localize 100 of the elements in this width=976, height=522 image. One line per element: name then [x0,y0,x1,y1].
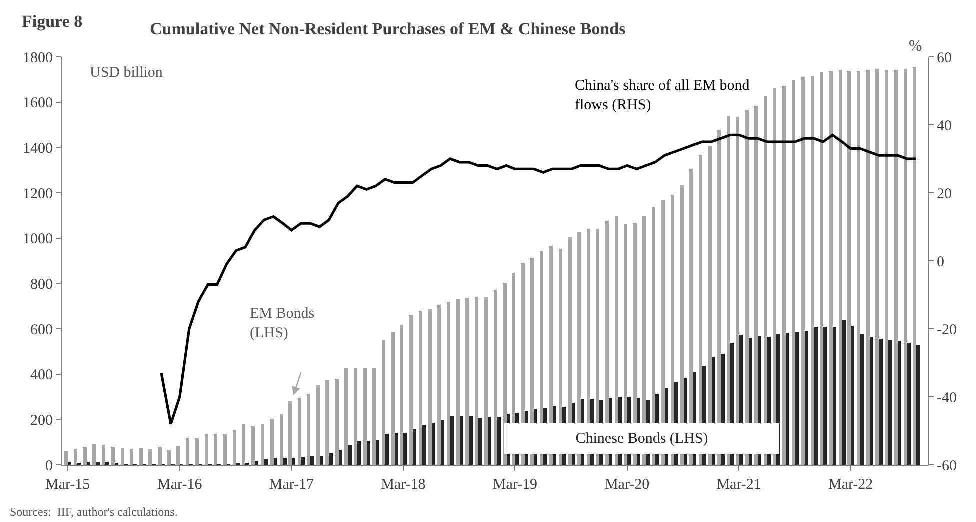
bar [270,419,274,465]
y-tick-label: 1000 [23,232,53,248]
bar [357,441,361,465]
bar [298,398,301,465]
x-tick-label: Mar-22 [828,477,874,493]
bar [422,425,426,465]
bar [484,297,488,465]
bar [782,86,786,465]
y-tick-label: 0 [46,458,53,474]
bar [792,80,795,465]
bar [316,385,320,465]
bar [860,334,864,465]
bar [264,459,268,465]
bar [354,368,357,465]
bar [391,332,395,465]
bar [857,71,860,465]
y2-tick-label: -40 [937,390,957,406]
bar [74,449,77,465]
bar [494,290,497,465]
bar [913,67,916,465]
x-tick-label: Mar-21 [716,477,762,493]
x-tick-label: Mar-15 [45,477,90,493]
bar [820,72,823,465]
bar [497,417,501,465]
bar [811,76,814,465]
bar [833,327,836,465]
bar [376,440,379,465]
y2-tick-label: 20 [937,186,952,202]
bar [441,420,444,465]
chart-title: Cumulative Net Non-Resident Purchases of EM & Chinese Bonds [150,20,626,39]
y-tick-label: 200 [30,412,53,429]
y-tick-label: 800 [30,276,53,293]
y2-axis-title: % [909,38,922,55]
y2-tick-label: -20 [937,322,957,338]
bar [400,325,403,465]
y2-tick-label: -60 [937,458,957,474]
bar [261,424,264,465]
bar [428,309,432,465]
bar [403,433,407,465]
bar [195,438,199,465]
bar [329,453,333,465]
bar [385,434,389,465]
bar [460,416,463,465]
bar [432,423,435,465]
x-tick-label: Mar-18 [381,477,426,493]
bar [904,69,907,465]
bar [450,416,454,465]
bar [233,430,236,465]
bar [111,447,115,465]
bar [186,438,189,465]
bar [214,434,217,465]
bar [469,416,473,465]
bar [96,462,100,465]
caption: Figure 8 [22,12,83,31]
bar [842,320,846,465]
bar [847,71,851,465]
bar [465,298,469,465]
bar [409,315,413,465]
bar [292,458,295,465]
bar [205,434,208,465]
bar [717,130,721,465]
bar [870,337,873,465]
bar [223,434,227,465]
bar [251,426,255,465]
bar [255,461,258,465]
bar [139,448,143,465]
line-series [160,134,918,426]
bar [372,368,376,465]
y-axis-title: USD billion [90,65,164,81]
bar [335,379,339,465]
y2-tick-label: 0 [937,254,944,270]
bar [814,327,818,465]
bar [64,451,68,465]
y-tick-label: 600 [30,322,53,338]
bar [280,414,283,465]
bar [395,433,398,465]
bar [176,446,180,465]
bar [83,447,87,465]
y2-tick-label: 40 [937,118,952,134]
bar [488,417,491,465]
y2-tick-label: 60 [937,50,952,66]
bar [916,345,920,465]
x-tick-label: Mar-16 [158,477,203,493]
y-tick-label: 1400 [23,140,53,157]
y-tick-label: 400 [30,368,53,384]
bar [447,302,450,465]
bar [325,380,329,465]
bar [888,340,892,465]
bar [363,368,367,465]
bar [801,77,805,465]
x-tick-label: Mar-17 [269,477,315,493]
bar [320,456,323,465]
bar [148,449,152,465]
y-tick-label: 1800 [23,50,53,66]
bar [875,69,879,465]
text: EM Bonds (LHS) [250,306,315,342]
bar [307,394,310,465]
bar [274,458,277,465]
y-tick-label: 1600 [23,96,53,112]
bar [382,340,385,465]
